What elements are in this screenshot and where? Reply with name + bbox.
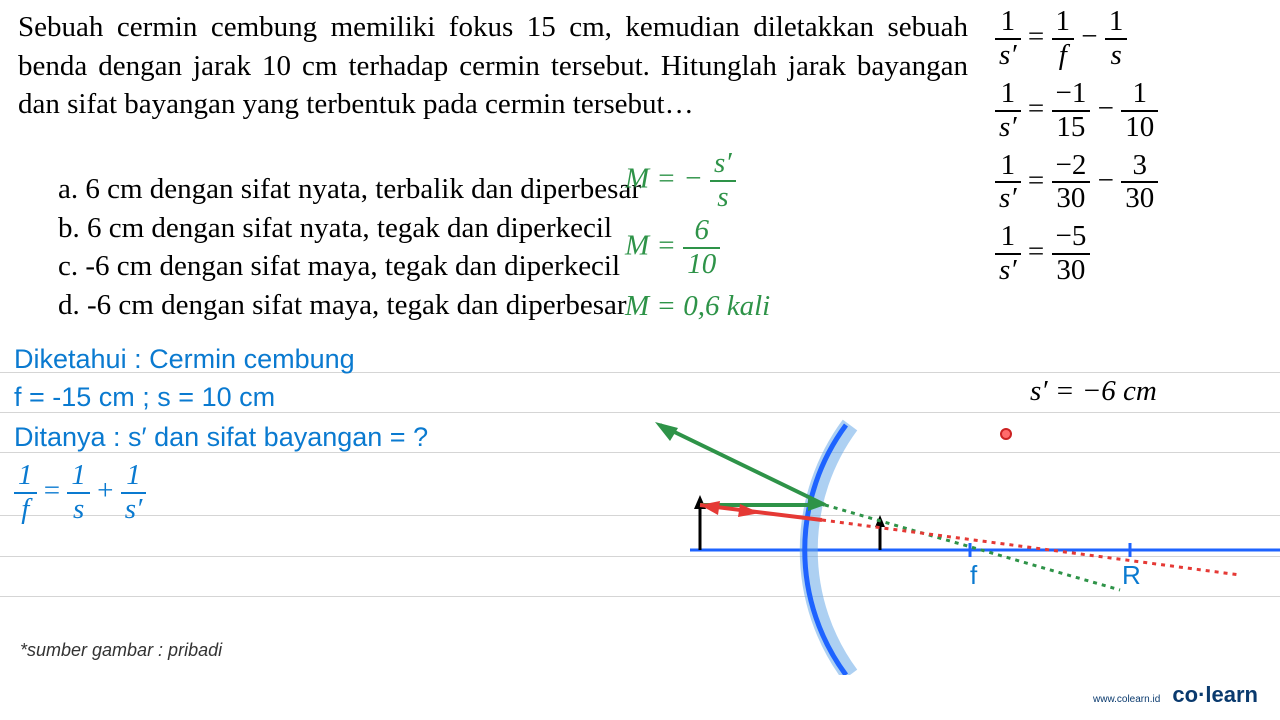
deriv-row-1: 1s′ = 1f − 1s <box>995 6 1158 72</box>
ditanya-line: Ditanya : s′ dan sifat bayangan = ? <box>14 422 428 453</box>
focal-label: f <box>970 560 977 591</box>
answer-options: a. 6 cm dengan sifat nyata, terbalik dan… <box>58 170 641 324</box>
radius-label: R <box>1122 560 1141 591</box>
laser-pointer-dot <box>1000 428 1012 440</box>
image-source-note: *sumber gambar : pribadi <box>20 640 222 661</box>
option-a: a. 6 cm dengan sifat nyata, terbalik dan… <box>58 170 641 209</box>
deriv-row-2: 1s′ = −115 − 110 <box>995 78 1158 144</box>
magnification-eq-2: M = 610 <box>625 215 720 281</box>
option-b: b. 6 cm dengan sifat nyata, tegak dan di… <box>58 209 641 248</box>
magnification-eq-3: M = 0,6 kali <box>625 290 770 323</box>
ray-diagram <box>600 395 1280 675</box>
known-values-line: f = -15 cm ; s = 10 cm <box>14 382 275 413</box>
magnification-eq-1: M = − s′s <box>625 148 736 214</box>
brand-logo: www.colearn.id co·learn <box>1093 682 1258 708</box>
derivation-column: 1s′ = 1f − 1s 1s′ = −115 − 110 1s′ = −23… <box>995 6 1158 293</box>
deriv-row-4: 1s′ = −530 <box>995 221 1158 287</box>
option-c: c. -6 cm dengan sifat maya, tegak dan di… <box>58 247 641 286</box>
option-d: d. -6 cm dengan sifat maya, tegak dan di… <box>58 286 641 325</box>
diketahui-line: Diketahui : Cermin cembung <box>14 344 355 375</box>
mirror-formula: 1f = 1s + 1s′ <box>14 460 146 526</box>
deriv-row-3: 1s′ = −230 − 330 <box>995 150 1158 216</box>
problem-text: Sebuah cermin cembung memiliki fokus 15 … <box>18 8 968 124</box>
